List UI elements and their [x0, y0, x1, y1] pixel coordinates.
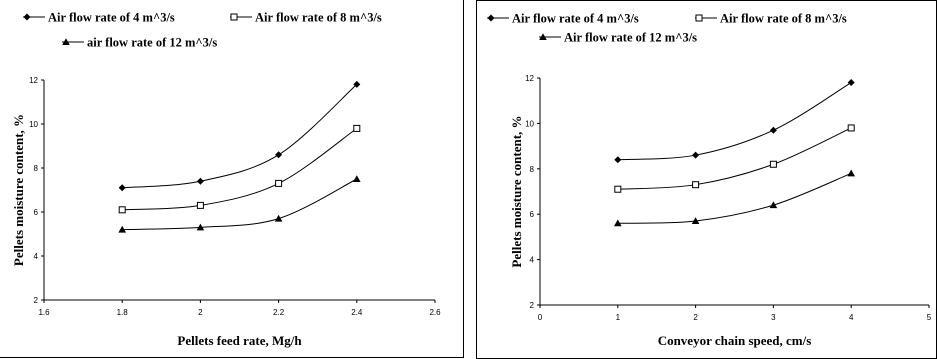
y-tick-label: 8: [34, 164, 39, 173]
data-point: [769, 126, 777, 134]
y-tick-label: 2: [530, 301, 535, 310]
data-point: [614, 185, 622, 193]
x-axis-title: Pellets feed rate, Mg/h: [177, 333, 302, 348]
data-point: [196, 223, 205, 231]
legend-item: Air flow rate of 12 m^3/s: [539, 31, 697, 45]
x-tick-label: 1: [616, 313, 621, 322]
legend-item: Air flow rate of 4 m^3/s: [487, 12, 639, 26]
series-line: [122, 84, 358, 189]
data-point: [353, 80, 361, 88]
data-point: [118, 206, 126, 214]
chart-panel-chain-speed: Air flow rate of 4 m^3/s Air flow rate of…: [476, 0, 937, 359]
legend-label: Air flow rate of 8 m^3/s: [720, 12, 847, 26]
x-tick-label: 4: [849, 313, 854, 322]
y-tick-label: 10: [29, 120, 38, 129]
x-tick-label: 5: [927, 313, 932, 322]
legend-marker: [23, 13, 31, 21]
data-point: [353, 175, 361, 182]
chart-feed-rate: Air flow rate of 4 m^3/s Air flow rate of…: [11, 11, 441, 349]
x-axis-title: Conveyor chain speed, cm/s: [658, 333, 812, 348]
chart-chain-speed: Air flow rate of 4 m^3/s Air flow rate of…: [487, 12, 932, 348]
data-point: [275, 179, 283, 187]
legend-marker: [230, 13, 238, 21]
legend-label: Air flow rate of 4 m^3/s: [512, 12, 639, 26]
series: [118, 175, 361, 233]
legend-marker: [695, 14, 703, 22]
series-line: [617, 82, 852, 161]
data-point: [769, 160, 777, 168]
data-point: [118, 184, 126, 192]
legend-label: Air flow rate of 4 m^3/s: [48, 11, 175, 25]
legend-item: Air flow rate of 4 m^3/s: [23, 11, 175, 25]
series: [118, 80, 361, 192]
y-tick-label: 4: [34, 252, 39, 261]
data-point: [847, 79, 855, 87]
legend: Air flow rate of 4 m^3/s Air flow rate of…: [23, 11, 382, 50]
x-tick-label: 2: [693, 313, 698, 322]
y-tick-label: 10: [525, 119, 534, 128]
x-tick-label: 0: [538, 313, 543, 322]
x-tick-label: 1.8: [117, 308, 129, 317]
y-axis-title: Pellets moisture content, %: [509, 115, 524, 267]
x-tick-label: 3: [771, 313, 776, 322]
y-tick-label: 2: [34, 296, 39, 305]
series: [118, 124, 361, 214]
data-point: [769, 201, 778, 209]
x-tick-label: 1.6: [38, 308, 50, 317]
legend: Air flow rate of 4 m^3/s Air flow rate of…: [487, 12, 847, 45]
legend-label: Air flow rate of 12 m^3/s: [564, 31, 697, 45]
y-axis-title: Pellets moisture content, %: [11, 114, 26, 266]
data-point: [614, 219, 622, 227]
data-point: [614, 156, 622, 164]
y-tick-label: 4: [530, 256, 535, 265]
data-point: [847, 169, 855, 177]
data-point: [196, 177, 204, 185]
legend-item: Air flow rate of 8 m^3/s: [695, 12, 847, 26]
y-tick-label: 6: [530, 210, 535, 219]
legend-label: air flow rate of 12 m^3/s: [87, 36, 217, 50]
series: [614, 124, 855, 193]
x-tick-label: 2.6: [429, 308, 441, 317]
legend-marker: [539, 33, 547, 40]
series: [614, 169, 855, 227]
x-tick-label: 2: [198, 308, 203, 317]
data-point: [274, 214, 283, 222]
series-line: [617, 172, 852, 224]
data-point: [691, 217, 700, 225]
data-point: [353, 124, 361, 132]
data-point: [275, 151, 283, 159]
y-tick-label: 6: [34, 208, 39, 217]
legend-marker: [487, 14, 495, 22]
y-tick-label: 8: [530, 165, 535, 174]
x-tick-label: 2.4: [351, 308, 363, 317]
legend-label: Air flow rate of 8 m^3/s: [255, 11, 382, 25]
chart-panel-feed-rate: Air flow rate of 4 m^3/s Air flow rate of…: [0, 0, 464, 358]
legend-item: air flow rate of 12 m^3/s: [62, 36, 217, 50]
data-point: [118, 225, 126, 233]
data-point: [196, 201, 204, 209]
y-tick-label: 12: [525, 74, 534, 83]
series-line: [617, 127, 852, 190]
series: [614, 79, 855, 164]
x-tick-label: 2.2: [273, 308, 285, 317]
series-line: [122, 127, 358, 211]
data-point: [692, 181, 700, 189]
legend-item: Air flow rate of 8 m^3/s: [230, 11, 382, 25]
data-point: [847, 124, 855, 132]
series-line: [122, 178, 358, 231]
y-tick-label: 12: [29, 76, 38, 85]
legend-marker: [62, 38, 70, 45]
data-point: [692, 151, 700, 159]
